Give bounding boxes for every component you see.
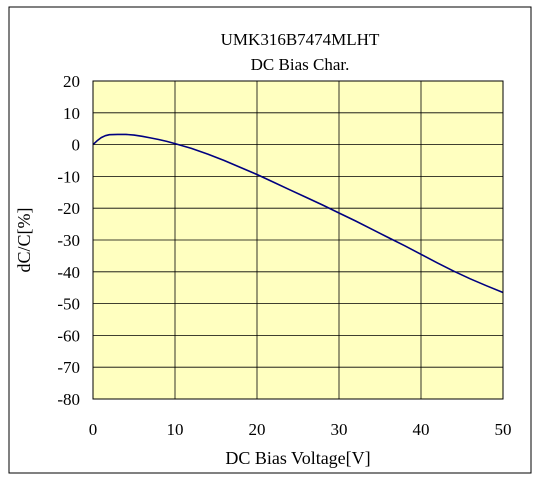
y-tick-label: 20 — [63, 72, 80, 91]
y-tick-label: -50 — [57, 295, 80, 314]
y-tick-label: -10 — [57, 167, 80, 186]
series-layer — [92, 133, 504, 294]
y-tick-label: -20 — [57, 199, 80, 218]
y-tick-label: -70 — [57, 358, 80, 377]
x-tick-label: 10 — [167, 420, 184, 439]
y-tick-label: 10 — [63, 104, 80, 123]
series-line — [92, 133, 504, 294]
tick-labels: 20 10 0 -10 -20 -30 -40 -50 -60 -70 -80 0 10 20 30 40 50 — [57, 72, 511, 439]
chart-subtitle: DC Bias Char. — [251, 55, 350, 74]
y-tick-label: -40 — [57, 263, 80, 282]
y-tick-label: -80 — [57, 390, 80, 409]
plot-frame — [92, 80, 504, 400]
x-tick-label: 0 — [89, 420, 98, 439]
x-tick-label: 50 — [495, 420, 512, 439]
x-tick-label: 40 — [413, 420, 430, 439]
y-tick-label: -60 — [57, 326, 80, 345]
y-axis-label: dC/C[%] — [14, 208, 34, 273]
x-axis-label: DC Bias Voltage[V] — [225, 448, 370, 468]
x-tick-label: 20 — [249, 420, 266, 439]
y-tick-label: -30 — [57, 231, 80, 250]
x-tick-label: 30 — [331, 420, 348, 439]
grid-lines — [93, 81, 503, 399]
chart-title: UMK316B7474MLHT — [221, 30, 380, 49]
y-tick-label: 0 — [72, 136, 81, 155]
